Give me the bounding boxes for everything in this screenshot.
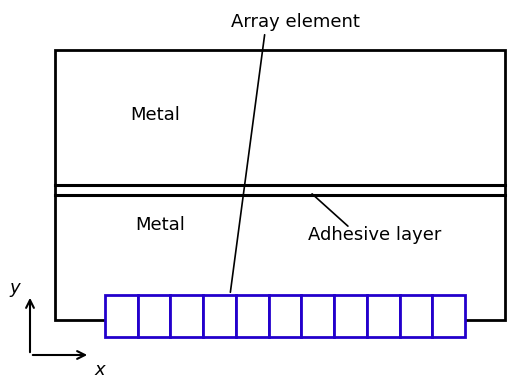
Bar (432, 295, 465, 337)
Text: Metal: Metal (135, 216, 185, 234)
Text: y: y (9, 279, 21, 297)
Text: Array element: Array element (230, 13, 359, 31)
Text: x: x (95, 361, 105, 379)
Text: Metal: Metal (130, 106, 180, 124)
Bar (400, 295, 432, 337)
Bar (203, 295, 236, 337)
Bar (170, 295, 203, 337)
Bar (138, 295, 170, 337)
Bar (269, 295, 301, 337)
Bar (301, 295, 334, 337)
Bar (105, 295, 138, 337)
Bar (367, 295, 400, 337)
Bar (236, 295, 269, 337)
Bar (55, 50, 505, 320)
Bar (334, 295, 367, 337)
Text: Adhesive layer: Adhesive layer (308, 226, 442, 244)
